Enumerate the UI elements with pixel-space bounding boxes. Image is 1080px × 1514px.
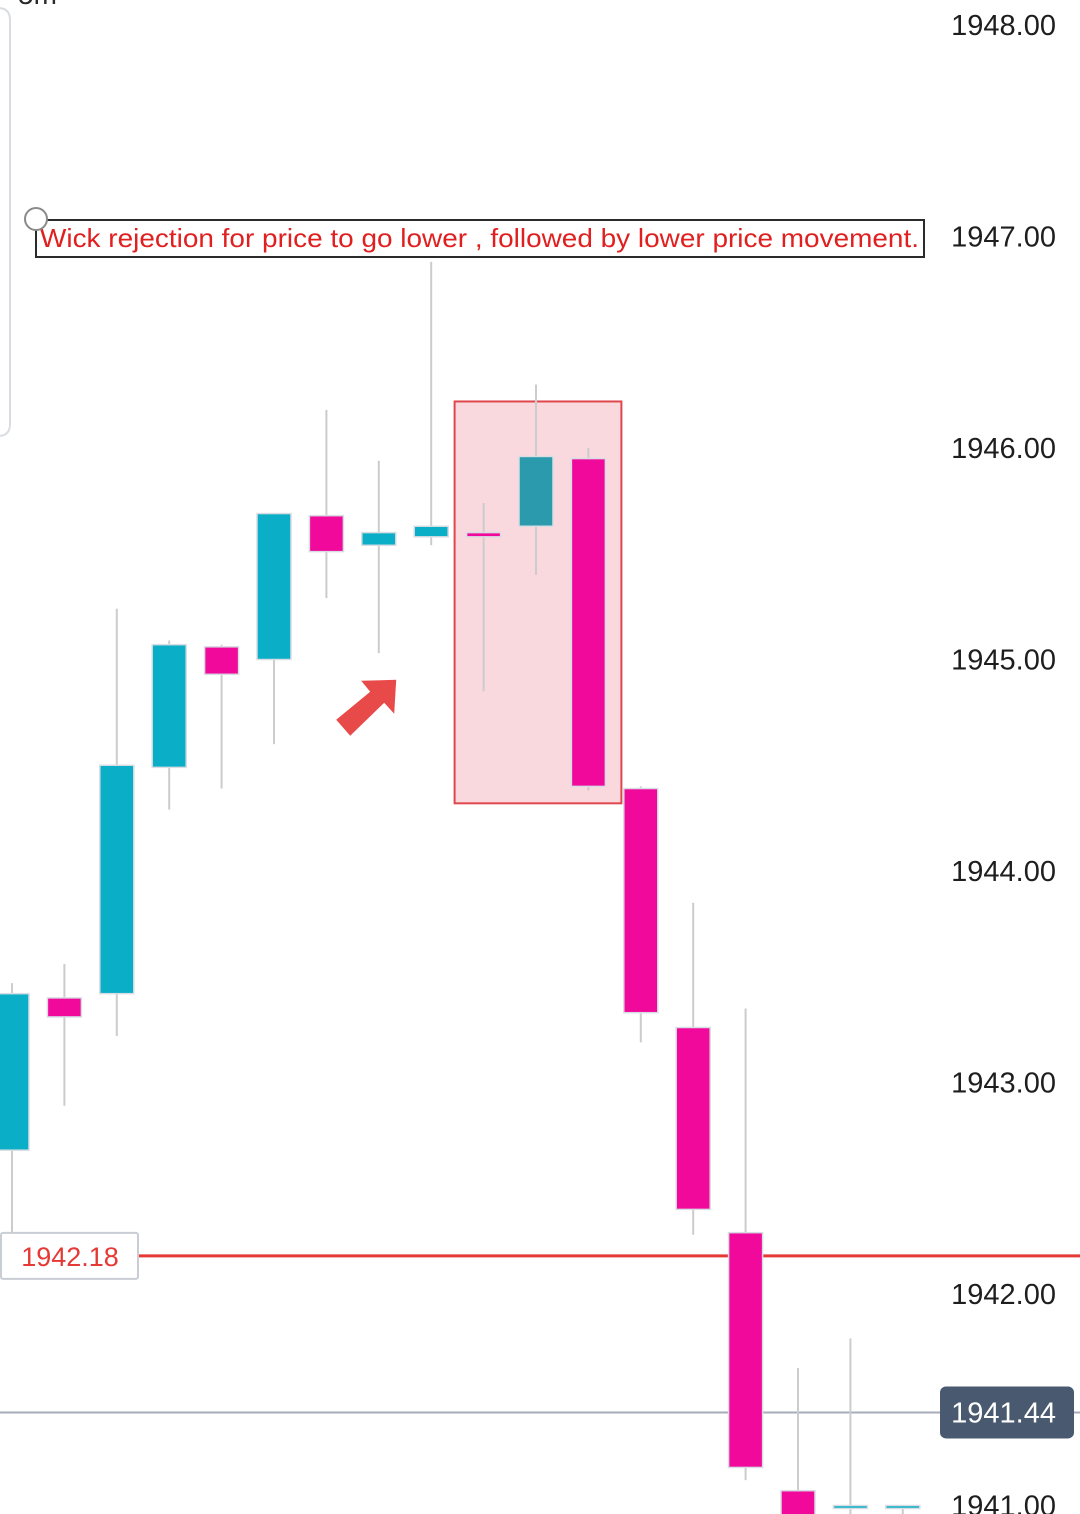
candle-body (256, 512, 292, 661)
candle-body (518, 455, 554, 528)
candle[interactable] (465, 502, 502, 692)
candle-body (0, 992, 30, 1151)
candle-body (361, 531, 397, 547)
candle[interactable] (518, 384, 554, 575)
candle[interactable] (46, 964, 83, 1106)
price-axis-tick: 1944.00 (951, 856, 1056, 888)
candle[interactable] (308, 409, 345, 599)
candle[interactable] (675, 902, 711, 1235)
arrow-layer (336, 679, 397, 736)
annotation-box[interactable] (35, 219, 925, 258)
annotation-anchor-handle[interactable] (24, 207, 48, 231)
price-axis-tick: 1947.00 (951, 222, 1056, 254)
candle[interactable] (570, 448, 607, 791)
annotation[interactable]: Wick rejection for price to go lower , f… (24, 207, 925, 258)
candle[interactable] (203, 644, 240, 789)
price-axis: 1948.00 1947.00 1946.00 1945.00 1944.00 1943.… (951, 10, 1056, 1514)
price-axis-tick: 1942.00 (951, 1279, 1056, 1311)
price-labels-layer: 1942.18 1941.44 (0, 1231, 1074, 1439)
candle[interactable] (99, 608, 135, 1036)
candle-body (465, 531, 502, 538)
price-axis-tick: 1943.00 (951, 1068, 1056, 1100)
price-axis-tick: 1945.00 (951, 645, 1056, 677)
level-label-text: 1942.18 (21, 1242, 119, 1272)
candle-body (832, 1504, 869, 1510)
candle-body (623, 787, 659, 1014)
candle-body (570, 457, 607, 788)
price-axis-tick: 1948.00 (951, 10, 1056, 42)
horizontal-lines-layer (0, 1254, 1080, 1414)
candle[interactable] (256, 512, 292, 745)
annotation-text: Wick rejection for price to go lower , f… (40, 223, 919, 253)
candle-body (780, 1489, 816, 1514)
candle-body (46, 997, 83, 1018)
candle-body (727, 1231, 764, 1469)
candle-body (675, 1026, 711, 1211)
candle[interactable] (780, 1368, 816, 1514)
candle-body (885, 1504, 921, 1510)
candle[interactable] (151, 640, 187, 810)
timeframe-label: 5m (18, 0, 57, 10)
candles-layer (0, 261, 921, 1514)
current-price-text: 1941.44 (951, 1397, 1056, 1429)
candle[interactable] (413, 261, 449, 546)
candle-body (99, 764, 135, 995)
candle-body (203, 646, 240, 676)
candle-body (151, 643, 187, 769)
candle-body (413, 525, 449, 538)
price-axis-tick: 1941.00 (951, 1491, 1056, 1514)
candle[interactable] (885, 1504, 921, 1514)
candle[interactable] (623, 786, 659, 1043)
arrow-pointer[interactable] (336, 679, 397, 736)
candle[interactable] (0, 983, 30, 1269)
candle[interactable] (727, 1008, 764, 1481)
current-price-badge[interactable] (940, 1386, 1074, 1439)
side-panel-outline (0, 7, 11, 437)
candle[interactable] (361, 460, 397, 654)
candle-body (308, 514, 345, 553)
level-label-box[interactable] (0, 1231, 139, 1280)
candle[interactable] (832, 1338, 869, 1514)
price-axis-tick: 1946.00 (951, 433, 1056, 465)
